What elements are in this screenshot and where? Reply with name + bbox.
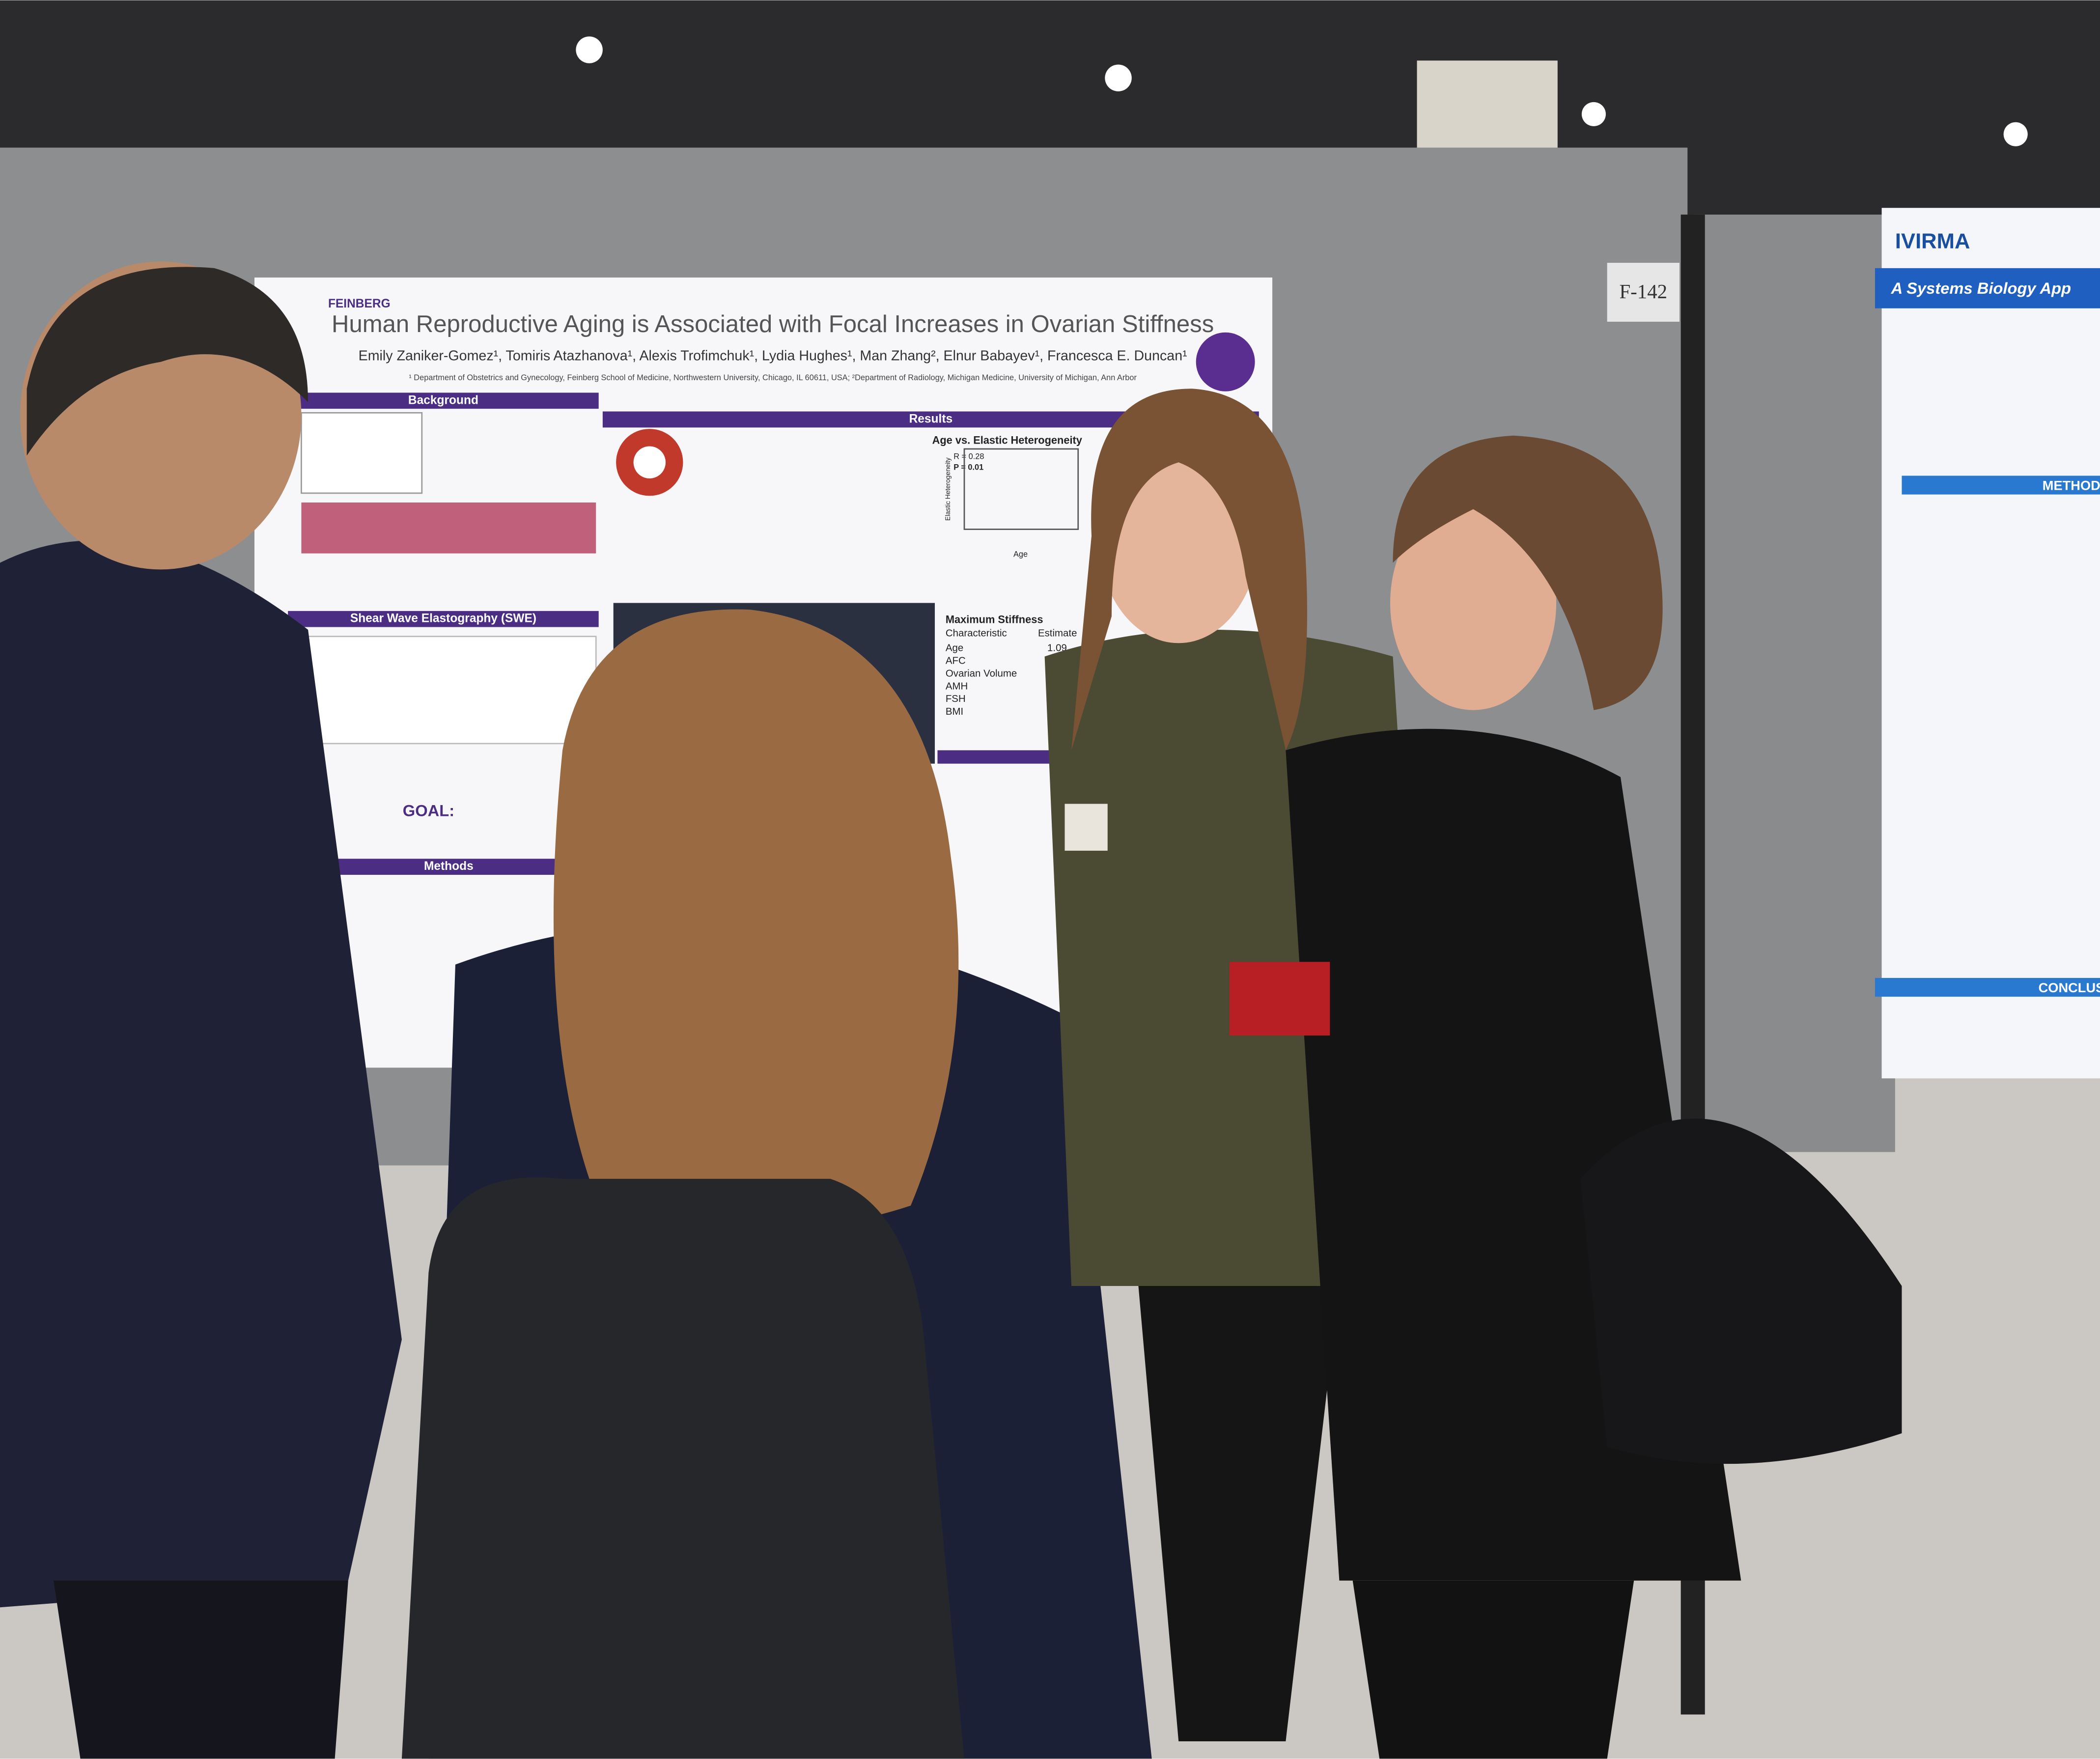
table-cell: FSH	[946, 693, 966, 704]
backpack	[401, 1177, 965, 1759]
hair	[553, 609, 959, 1228]
poster-sheet	[1881, 208, 2100, 1079]
table-cell: AFC	[946, 655, 966, 667]
person-man	[0, 261, 402, 1759]
section-title: Results	[909, 412, 953, 425]
light	[2003, 122, 2028, 146]
jacket	[0, 540, 402, 1608]
poster-title: Human Reproductive Aging is Associated w…	[332, 311, 1214, 337]
section-title: Background	[408, 393, 478, 407]
figure	[301, 636, 597, 745]
booth-number: F-142	[1619, 280, 1667, 303]
section-title: METHOD	[2043, 478, 2100, 493]
light	[1105, 64, 1132, 92]
coffee-cup	[1064, 804, 1108, 851]
table-title: Maximum Stiffness	[946, 614, 1043, 626]
trousers	[1138, 1285, 1340, 1741]
table-cell: 1.09	[1047, 642, 1067, 654]
scatter-frame	[963, 448, 1079, 530]
section-header	[1875, 977, 2100, 997]
donut-hole	[633, 446, 666, 478]
light	[576, 36, 603, 63]
scatter-xlabel: Age	[1013, 550, 1028, 559]
tote-bag	[1580, 1118, 1902, 1464]
poster-logo: FEINBERG	[328, 297, 391, 310]
scatter-r: R = 0.28	[953, 452, 984, 461]
section-title: CONCLUS	[2039, 980, 2100, 995]
hair	[1071, 389, 1307, 751]
scatter-p: P = 0.01	[953, 463, 983, 472]
section-header	[288, 611, 599, 627]
poster-affiliations: ¹ Department of Obstetrics and Gynecolog…	[409, 373, 1137, 382]
person-woman-back	[401, 609, 1152, 1759]
booth-sign	[1607, 262, 1680, 322]
table-header: Characteristic	[946, 628, 1007, 639]
section-title: Methods	[424, 860, 474, 873]
face	[1390, 496, 1557, 710]
table-cell: Ovarian Volume	[946, 668, 1017, 679]
section-title: Shear Wave Elastography (SWE)	[350, 612, 536, 625]
poster-title: A Systems Biology App	[1891, 279, 2071, 297]
coffee-cup	[1229, 962, 1330, 1036]
poster-badge	[1196, 332, 1255, 391]
figure-histology	[301, 503, 596, 554]
light	[1581, 102, 1606, 126]
table-header: Estimate	[1038, 628, 1077, 639]
hair	[1393, 435, 1663, 710]
goal-title: GOAL:	[403, 801, 454, 819]
section-header	[1902, 475, 2100, 495]
table-cell: BMI	[946, 706, 963, 717]
person-woman-right	[1229, 435, 1902, 1759]
table-cell: Age	[946, 642, 963, 654]
poster-authors: Emily Zaniker-Gomez¹, Tomiris Atazhanova…	[359, 348, 1187, 363]
section-header	[288, 392, 599, 409]
scatter-ylabel: Elastic Heterogeneity	[944, 457, 952, 521]
right-poster: IVIRMA A Systems Biology App METHOD CONC…	[1875, 208, 2100, 1079]
table-cell: AMH	[946, 680, 968, 692]
figure	[301, 412, 423, 494]
trousers	[54, 1580, 348, 1759]
trousers	[1352, 1580, 1634, 1759]
scatter-title: Age vs. Elastic Heterogeneity	[932, 434, 1082, 446]
title-band	[1875, 268, 2100, 308]
poster-board	[1694, 214, 1895, 1152]
hair	[27, 267, 308, 456]
poster-logo: IVIRMA	[1895, 230, 1970, 253]
